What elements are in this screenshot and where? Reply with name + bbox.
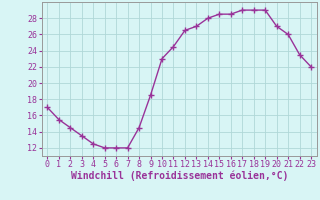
X-axis label: Windchill (Refroidissement éolien,°C): Windchill (Refroidissement éolien,°C) bbox=[70, 171, 288, 181]
